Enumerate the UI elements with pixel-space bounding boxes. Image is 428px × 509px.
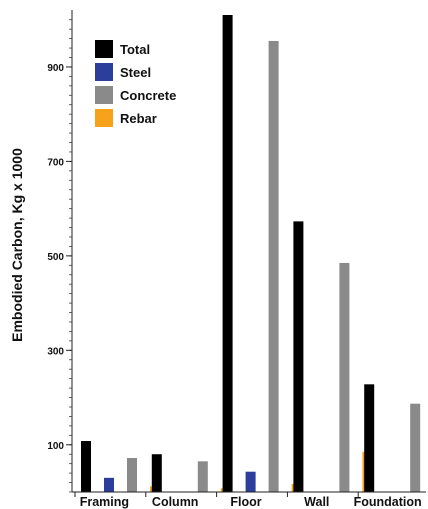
bars (74, 15, 421, 497)
bar-concrete-wall (339, 262, 350, 492)
bar-concrete-floor (268, 40, 279, 492)
legend-label-rebar: Rebar (120, 111, 157, 126)
y-tick-label: 100 (47, 441, 64, 452)
bar-steel-floor (245, 471, 256, 492)
legend-swatch-rebar (95, 109, 113, 127)
y-tick-label: 900 (47, 63, 64, 74)
bar-steel-framing (104, 477, 114, 492)
bar-concrete-framing (127, 457, 137, 492)
legend-label-concrete: Concrete (120, 88, 176, 103)
y-tick-label: 700 (47, 157, 64, 168)
legend: Total Steel Concrete Rebar (95, 40, 176, 127)
x-tick-label: Column (152, 495, 199, 509)
bar-concrete-foundation (410, 403, 421, 492)
x-tick-label: Wall (304, 495, 329, 509)
bar-concrete-column (197, 461, 208, 492)
x-tick-label: Floor (230, 495, 261, 509)
legend-swatch-total (95, 40, 113, 58)
bar-total-foundation (364, 384, 375, 492)
y-axis-title: Embodied Carbon, Kg x 1000 (9, 148, 25, 342)
bar-total-column (151, 454, 162, 492)
y-tick-label: 300 (47, 346, 64, 357)
y-tick-labels: 100 300 500 700 900 (47, 63, 64, 452)
y-tick-label: 500 (47, 252, 64, 263)
legend-swatch-concrete (95, 86, 113, 104)
legend-swatch-steel (95, 63, 113, 81)
legend-label-total: Total (120, 42, 150, 57)
bar-total-floor (222, 15, 233, 492)
grid-ticks (66, 19, 72, 493)
x-tick-label: Foundation (354, 495, 422, 509)
bar-total-framing (81, 440, 91, 492)
x-tick-label: Framing (80, 495, 129, 509)
legend-label-steel: Steel (120, 65, 151, 80)
x-tick-labels: Framing Column Floor Wall Foundation (80, 495, 422, 509)
bar-total-wall (293, 221, 304, 493)
